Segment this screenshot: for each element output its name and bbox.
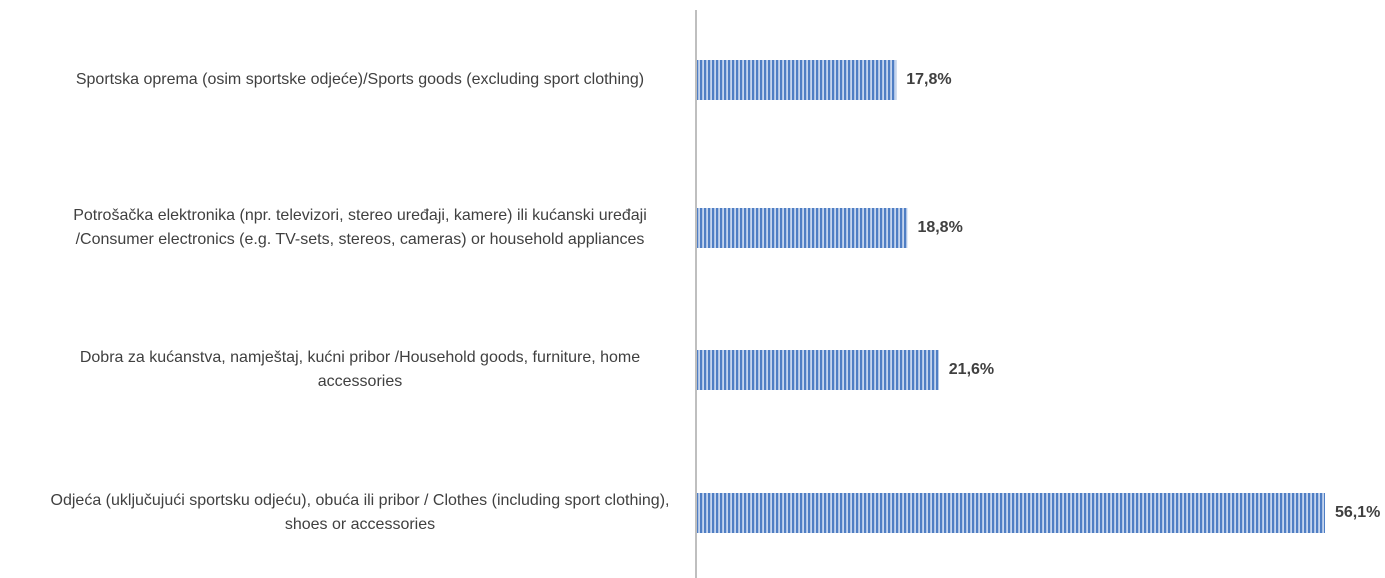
category-label: Odjeća (uključujući sportsku odjeću), ob… <box>50 492 670 533</box>
value-label: 21,6% <box>948 361 995 378</box>
bar <box>697 60 897 100</box>
value-label: 56,1% <box>1335 504 1381 521</box>
category-label: Dobra za kućanstva, namještaj, kućni pri… <box>79 349 641 390</box>
bar <box>697 350 939 390</box>
value-label: 17,8% <box>906 71 952 88</box>
category-label: Potrošačka elektronika (npr. televizori,… <box>73 207 647 248</box>
value-label: 18,8% <box>917 219 963 236</box>
category-label: Sportska oprema (osim sportske odjeće)/S… <box>75 71 645 88</box>
bar <box>697 493 1325 533</box>
bar <box>697 208 908 248</box>
